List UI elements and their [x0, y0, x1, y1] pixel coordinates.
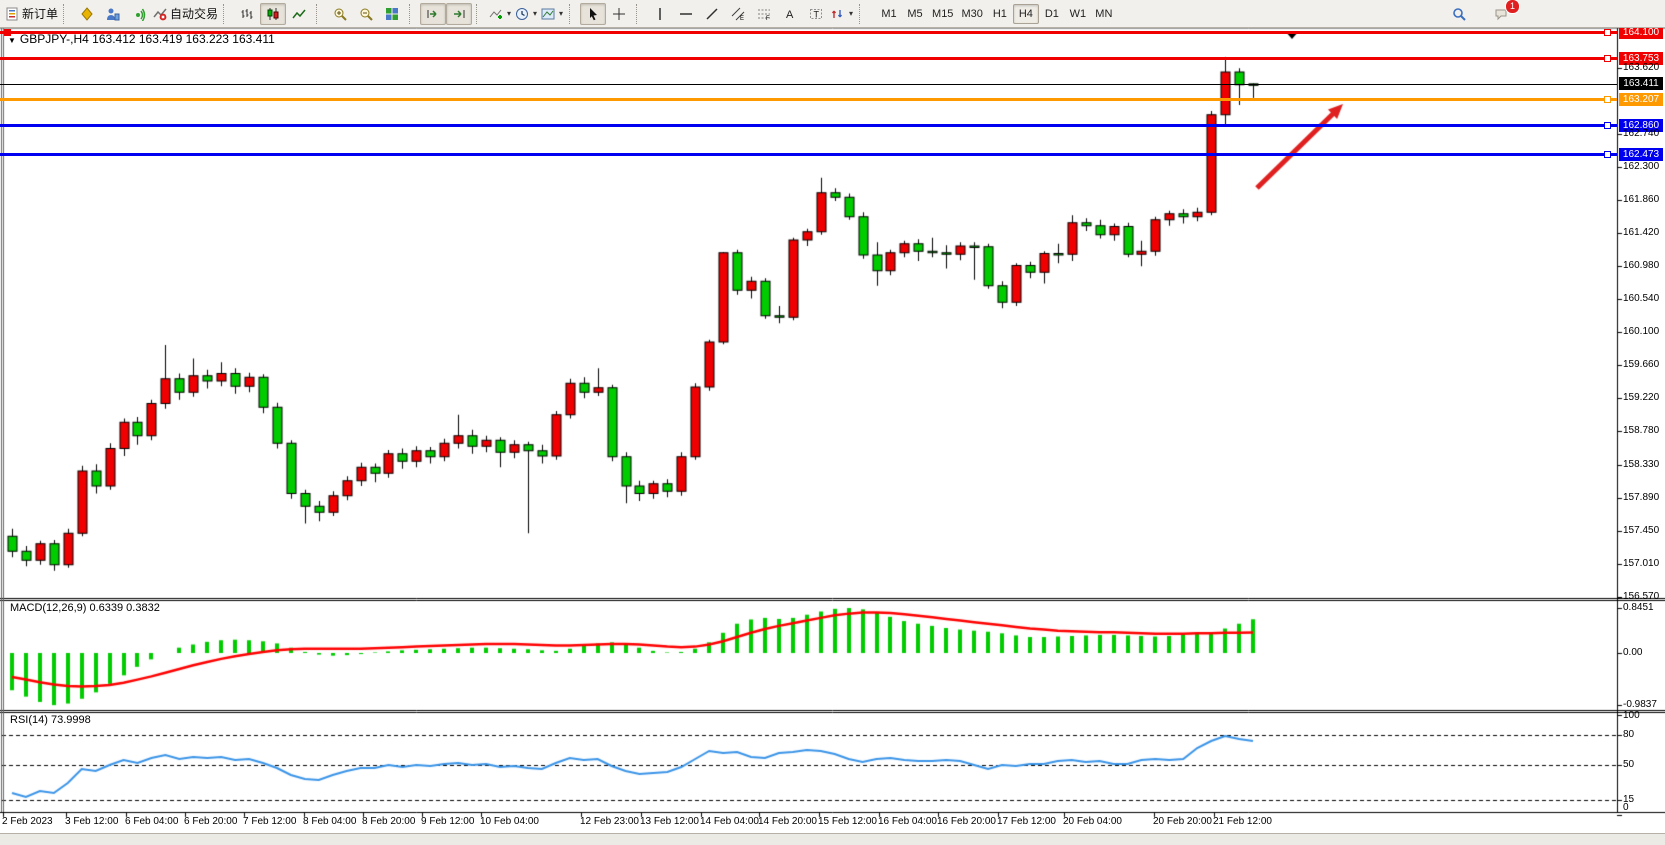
svg-text:F: F — [766, 16, 770, 21]
navigator-button[interactable] — [100, 3, 126, 25]
dropdown-caret-icon: ▾ — [849, 9, 854, 18]
cursor-icon — [586, 7, 600, 21]
timeframe-d1[interactable]: D1 — [1044, 7, 1059, 20]
line-handle-162.473[interactable] — [1604, 150, 1611, 158]
template-icon — [541, 7, 555, 21]
shapes-button[interactable]: ▾ — [829, 3, 855, 25]
timeframe-w1[interactable]: W1 — [1069, 7, 1087, 20]
auto-scroll-icon — [426, 7, 440, 21]
trendline-button[interactable] — [699, 3, 725, 25]
templates-button[interactable]: ▾ — [539, 3, 565, 25]
crosshair-icon — [612, 7, 626, 21]
dropdown-caret-icon: ▾ — [559, 9, 564, 18]
timeframe-h1[interactable]: H1 — [992, 7, 1007, 20]
toolbar-separator — [409, 3, 416, 24]
current-price-line — [0, 83, 1617, 85]
autotrading-button[interactable]: 自动交易 — [152, 3, 219, 25]
svg-text:A: A — [786, 9, 794, 21]
dropdown-caret-icon: ▾ — [533, 9, 538, 18]
tile-windows-button[interactable] — [379, 3, 405, 25]
trendline-icon — [705, 7, 719, 21]
toolbar-separator — [859, 3, 866, 24]
tile-windows-icon — [385, 7, 399, 21]
candle-chart-icon — [266, 7, 280, 21]
dropdown-caret-icon: ▾ — [507, 9, 512, 18]
notifications-button[interactable]: 1 — [1488, 0, 1520, 25]
line-handle-163.753[interactable] — [1604, 54, 1611, 62]
text-button[interactable]: A — [777, 3, 803, 25]
search-button[interactable] — [1446, 3, 1472, 25]
timeframe-m15[interactable]: M15 — [932, 7, 954, 20]
new-order-button[interactable]: 新订单 — [4, 3, 59, 25]
vertical-line-button[interactable] — [647, 3, 673, 25]
line-chart-icon — [292, 7, 306, 21]
fibonacci-button[interactable]: F — [751, 3, 777, 25]
signals-icon — [132, 7, 146, 21]
timeframe-mn[interactable]: MN — [1095, 7, 1113, 20]
timeframe-group: M1 M5 M15 M30 H1 H4 D1 W1 MN — [876, 3, 1117, 24]
timeframe-m5[interactable]: M5 — [907, 7, 923, 20]
hline-icon — [679, 7, 693, 21]
autotrading-button-label: 自动交易 — [170, 7, 219, 21]
indicators-icon — [489, 7, 503, 21]
toolbar-separator — [223, 3, 230, 24]
new-order-button-label: 新订单 — [22, 7, 59, 21]
indicators-button[interactable]: ▾ — [487, 3, 513, 25]
shapes-icon — [831, 7, 845, 21]
svg-text:T: T — [814, 9, 820, 19]
zoom-out-icon — [359, 7, 373, 21]
channel-button[interactable]: E — [725, 3, 751, 25]
horizontal-line-163.753[interactable] — [0, 56, 1617, 60]
cursor-button[interactable] — [580, 2, 607, 25]
periods-button[interactable]: ▾ — [513, 3, 539, 25]
line-handle-164.100[interactable] — [1604, 28, 1611, 36]
toolbar-separator — [476, 3, 483, 24]
horizontal-line-button[interactable] — [673, 3, 699, 25]
signals-button[interactable] — [126, 3, 152, 25]
toolbar: 新订单 自动交易 ▾ ▾ ▾ E F A T ▾ M1 M5 M15 M30 H1 H4 D1 W1 MN 1 — [0, 0, 1665, 28]
candle-chart-button[interactable] — [260, 2, 287, 25]
text-icon: A — [783, 7, 797, 21]
toolbar-separator — [316, 3, 323, 24]
toolbar-separator — [636, 3, 643, 24]
horizontal-line-162.473[interactable] — [0, 152, 1617, 156]
horizontal-line-164.100[interactable] — [0, 30, 1617, 34]
market-watch-button[interactable] — [74, 3, 100, 25]
crosshair-button[interactable] — [606, 3, 632, 25]
zoom-in-icon — [333, 7, 347, 21]
line-handle-162.860[interactable] — [1604, 121, 1611, 129]
channel-icon: E — [731, 7, 745, 21]
timeframe-m1[interactable]: M1 — [881, 7, 897, 20]
notification-badge: 1 — [1505, 0, 1520, 14]
timeframe-m30[interactable]: M30 — [961, 7, 983, 20]
navigator-icon — [106, 7, 120, 21]
chart-shift-button[interactable] — [446, 2, 473, 25]
status-bar — [0, 833, 1665, 845]
horizontal-line-163.207[interactable] — [0, 97, 1617, 101]
toolbar-separator — [569, 3, 576, 24]
auto-scroll-button[interactable] — [420, 2, 447, 25]
new-order-icon — [5, 7, 19, 21]
bar-chart-icon — [240, 7, 254, 21]
svg-text:E: E — [740, 16, 744, 21]
market-watch-icon — [80, 6, 94, 21]
timeframe-h4[interactable]: H4 — [1012, 3, 1039, 24]
horizontal-line-162.860[interactable] — [0, 123, 1617, 127]
zoom-in-button[interactable] — [327, 3, 353, 25]
zoom-out-button[interactable] — [353, 3, 379, 25]
fibonacci-icon: F — [757, 7, 771, 21]
vline-icon — [653, 7, 667, 21]
clock-icon — [515, 7, 529, 21]
toolbar-separator — [63, 3, 70, 24]
bar-chart-button[interactable] — [234, 3, 260, 25]
autotrading-icon — [153, 7, 167, 21]
line-handle-163.207[interactable] — [1604, 95, 1611, 103]
chart-shift-icon — [452, 7, 466, 21]
line-selection-handle[interactable] — [4, 28, 11, 36]
label-button[interactable]: T — [803, 3, 829, 25]
label-icon: T — [809, 7, 823, 21]
line-chart-button[interactable] — [286, 3, 312, 25]
